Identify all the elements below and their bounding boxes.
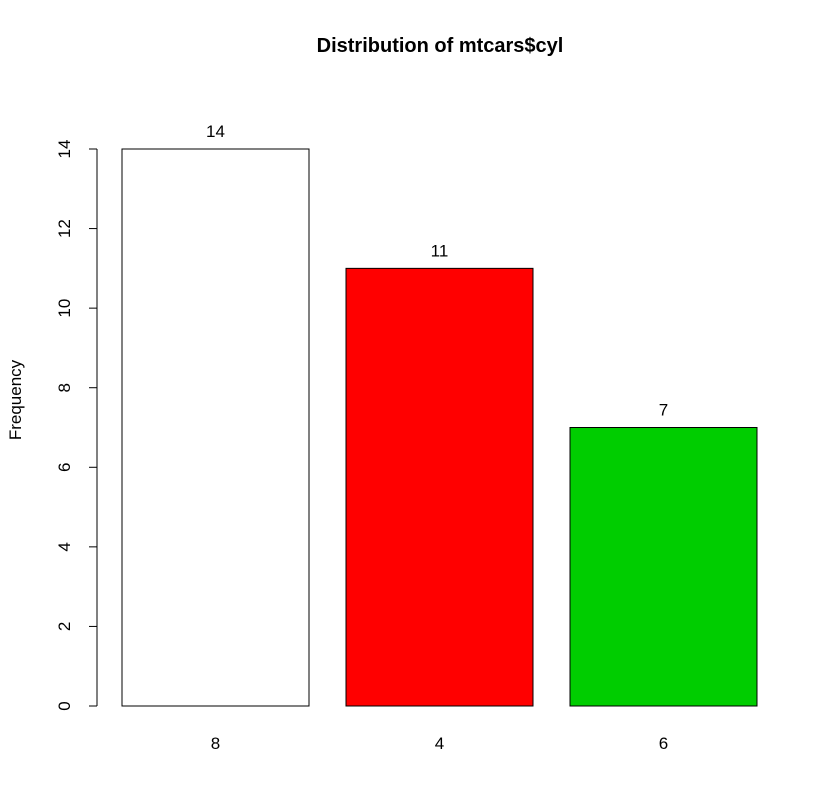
y-tick-label: 6	[55, 463, 74, 472]
y-tick-label: 8	[55, 383, 74, 392]
bar-4	[345, 267, 534, 707]
bar-8	[121, 148, 310, 707]
bar-6	[569, 427, 758, 707]
chart-title: Distribution of mtcars$cyl	[317, 35, 564, 57]
y-axis: 0 2 4 6 8 10 12 14	[55, 140, 98, 711]
y-axis-label: Frequency	[6, 359, 25, 440]
y-tick-label: 4	[55, 542, 74, 551]
y-tick-label: 0	[55, 701, 74, 710]
bars-group: 14 11 7	[121, 122, 758, 707]
x-tick-label: 8	[211, 734, 220, 753]
data-label-8: 14	[206, 122, 225, 141]
y-tick-label: 12	[55, 219, 74, 238]
x-tick-labels: 8 4 6	[211, 734, 668, 753]
y-tick-label: 2	[55, 622, 74, 631]
data-label-6: 7	[659, 401, 668, 420]
y-tick-label: 14	[55, 140, 74, 159]
x-tick-label: 6	[659, 734, 668, 753]
data-label-4: 11	[431, 241, 449, 260]
x-tick-label: 4	[435, 734, 444, 753]
y-tick-label: 10	[55, 299, 74, 318]
